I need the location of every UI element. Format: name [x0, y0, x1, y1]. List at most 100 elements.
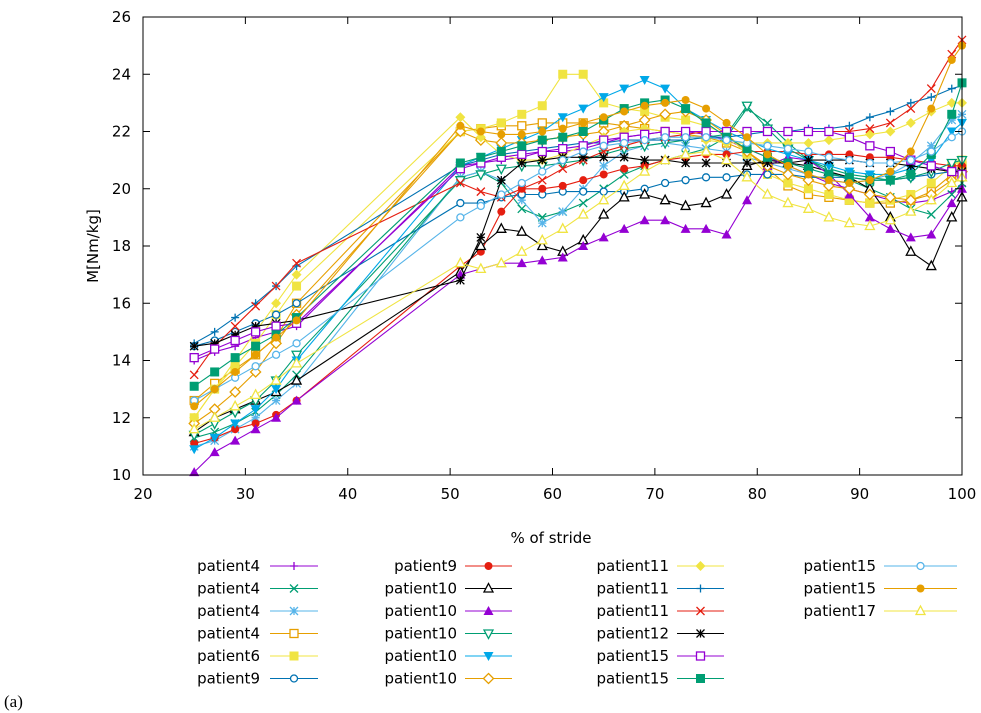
data-point [844, 167, 855, 177]
data-point [250, 405, 261, 415]
data-point [639, 188, 651, 199]
legend-marker [696, 674, 705, 683]
data-point [537, 255, 548, 265]
legend-marker [696, 584, 705, 593]
data-point [251, 419, 260, 428]
data-point [496, 175, 506, 185]
data-point [680, 199, 692, 211]
data-point [905, 232, 916, 242]
data-point [865, 124, 875, 134]
data-point [538, 184, 547, 193]
data-point [905, 205, 917, 216]
data-point [620, 138, 629, 148]
data-point [659, 193, 671, 205]
legend-label: patient15 [597, 670, 669, 688]
data-point [885, 223, 896, 233]
series-line [193, 102, 962, 419]
data-point [742, 195, 753, 205]
data-point [537, 218, 547, 228]
x-axis-label: % of stride [510, 529, 591, 547]
data-point [517, 178, 526, 188]
data-point [291, 395, 302, 405]
legend-marker [484, 562, 493, 570]
data-point [865, 158, 875, 168]
legend-item: patient10 [385, 625, 512, 643]
data-point [864, 219, 876, 231]
data-point [946, 127, 957, 137]
data-point [536, 239, 548, 251]
data-point [599, 161, 609, 171]
legend-item: patient11 [597, 602, 724, 620]
legend-label: patient11 [597, 602, 669, 620]
data-point [885, 118, 895, 128]
data-point [290, 350, 303, 362]
data-point [660, 215, 671, 225]
data-point [557, 222, 569, 233]
legend-label: patient15 [804, 580, 876, 598]
data-point [884, 191, 897, 204]
legend-item: patient15 [597, 647, 724, 665]
data-point [722, 118, 731, 127]
series-line [193, 130, 963, 362]
data-point [271, 396, 281, 406]
data-point [577, 208, 589, 219]
data-point [824, 126, 834, 137]
data-point [251, 350, 260, 359]
data-point [906, 155, 915, 165]
data-point [455, 158, 465, 168]
legend: patient4 patient4 patient4 patient4 patient6… [197, 557, 957, 688]
data-point [557, 113, 568, 123]
legend-item: patient4 [197, 557, 318, 575]
series-15 [189, 35, 967, 380]
data-point [927, 93, 936, 102]
y-axis-label: M[Nm/kg] [84, 209, 102, 283]
y-tick-label: 22 [112, 123, 131, 141]
data-point [803, 137, 814, 148]
data-point [230, 353, 240, 363]
data-point [681, 96, 690, 105]
legend-item: patient6 [197, 647, 318, 665]
data-point [619, 169, 629, 179]
legend-marker [289, 584, 299, 593]
data-point [291, 269, 302, 280]
data-point [599, 113, 608, 122]
data-point [495, 164, 507, 176]
data-point [537, 101, 547, 111]
data-point [803, 184, 813, 194]
y-tick-label: 14 [112, 352, 131, 370]
data-point [824, 176, 833, 185]
data-point [476, 232, 486, 242]
data-point [292, 299, 301, 308]
data-point [476, 201, 485, 211]
x-tick-label: 70 [645, 485, 664, 503]
data-point [906, 147, 915, 156]
data-point [292, 258, 302, 268]
data-point [905, 245, 917, 256]
data-point [292, 339, 301, 348]
data-point [598, 208, 610, 219]
data-point [476, 152, 486, 162]
data-point [230, 361, 240, 371]
series-line [193, 39, 963, 376]
data-point [558, 144, 568, 154]
data-point [864, 129, 875, 140]
data-point [210, 338, 220, 348]
data-point [495, 256, 507, 268]
data-point [496, 118, 506, 128]
data-point [904, 194, 917, 207]
data-point [700, 196, 712, 208]
series-line [194, 113, 963, 447]
data-point [598, 193, 610, 205]
legend-label: patient10 [385, 647, 457, 665]
legend-label: patient10 [385, 670, 457, 688]
data-point [763, 170, 772, 179]
data-point [906, 104, 916, 114]
data-point [743, 133, 752, 142]
data-point [230, 335, 240, 346]
data-point [231, 313, 240, 322]
legend-marker [696, 606, 705, 616]
data-point [517, 204, 527, 214]
data-point [927, 147, 936, 156]
x-tick-label: 100 [948, 485, 977, 503]
